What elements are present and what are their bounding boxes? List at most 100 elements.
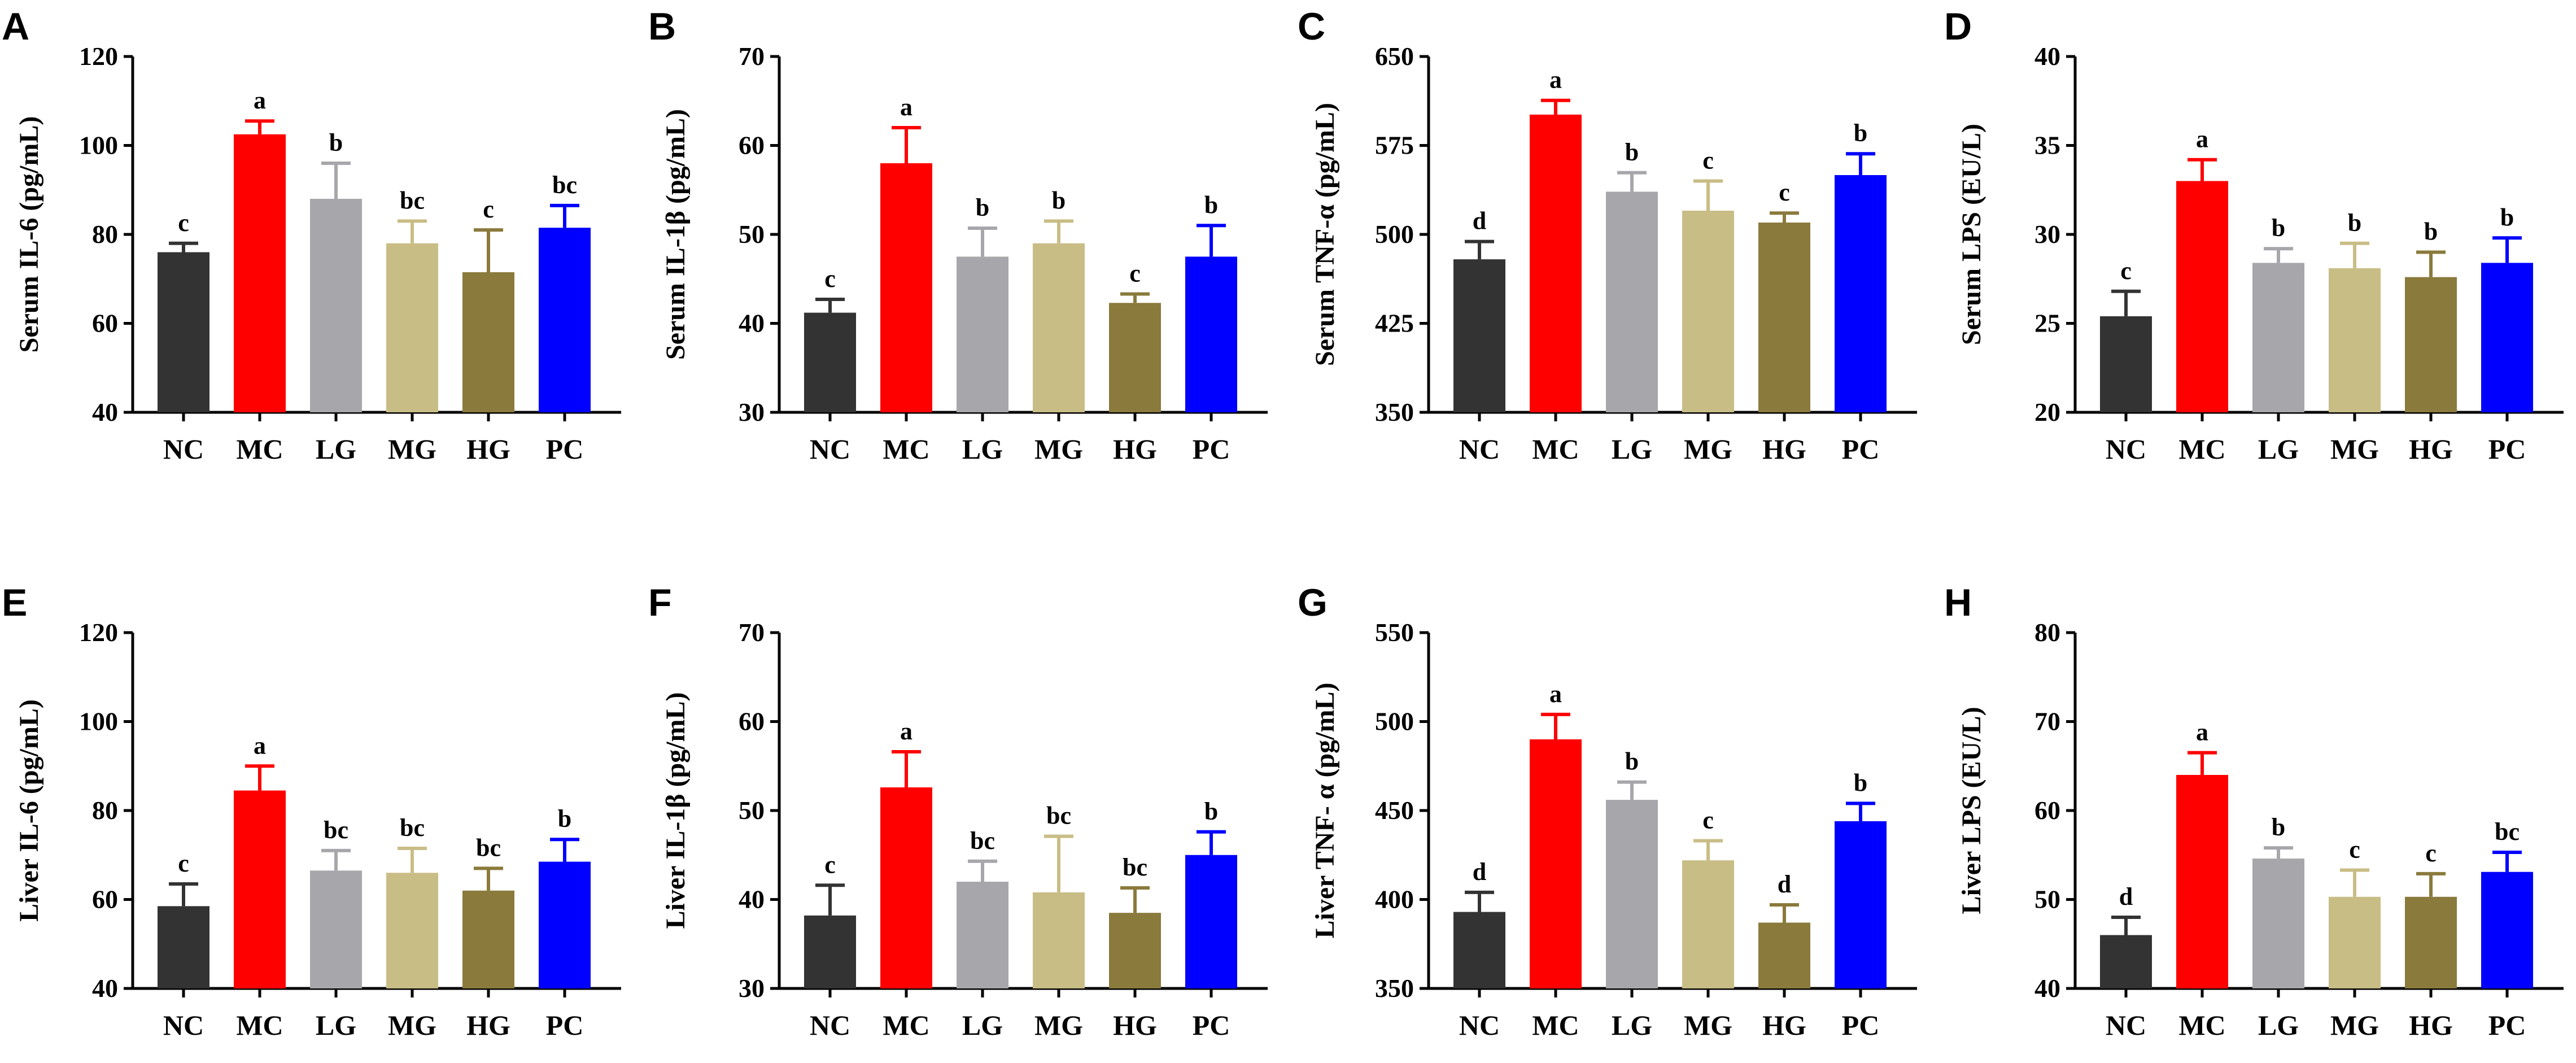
bar-mc: [2176, 775, 2228, 988]
significance-label: d: [1778, 870, 1791, 898]
significance-label: c: [824, 265, 836, 293]
y-axis-label: Serum IL-6 (pg/mL): [14, 116, 44, 353]
bar-mc: [1530, 114, 1582, 412]
y-tick-label: 450: [1375, 796, 1414, 825]
category-label: HG: [1762, 433, 1806, 465]
category-label: PC: [546, 433, 584, 465]
significance-label: c: [178, 849, 189, 877]
y-tick-label: 60: [92, 885, 118, 914]
significance-label: c: [2349, 836, 2360, 864]
category-label: NC: [810, 433, 850, 465]
category-label: PC: [1193, 1009, 1230, 1041]
bar-pc: [1835, 175, 1887, 412]
category-label: LG: [962, 1009, 1003, 1041]
y-tick-label: 400: [1375, 885, 1414, 914]
bar-pc: [1185, 256, 1237, 412]
category-label: MC: [1532, 1009, 1579, 1041]
significance-label: b: [558, 805, 571, 833]
bar-hg: [1758, 223, 1810, 412]
y-tick-label: 500: [1375, 707, 1414, 736]
bar-lg: [2252, 263, 2304, 412]
bar-hg: [462, 272, 514, 412]
category-label: HG: [1762, 1009, 1806, 1041]
y-axis-label: Serum LPS (EU/L): [1957, 124, 1986, 345]
y-tick-label: 40: [92, 974, 118, 1003]
category-label: LG: [962, 433, 1003, 465]
panel-h: H Liver LPS (EU/L) 40 50 60 70 80 d NC a MC b LG c MG c…: [1944, 581, 2564, 1041]
category-label: MG: [388, 1009, 436, 1041]
y-tick-label: 35: [2034, 131, 2060, 160]
y-tick-label: 120: [79, 618, 118, 647]
significance-label: bc: [552, 171, 577, 199]
panel-letter: D: [1944, 5, 1972, 48]
significance-label: b: [1625, 748, 1639, 776]
panel-d: D Serum LPS (EU/L) 20 25 30 35 40 c NC a MC b LG b MG b…: [1944, 5, 2564, 465]
bar-hg: [2405, 277, 2457, 412]
panel-b: B Serum IL-1β (pg/mL) 30 40 50 60 70 c NC a MC b LG b…: [648, 5, 1268, 465]
significance-label: c: [1779, 178, 1790, 206]
y-tick-label: 550: [1375, 618, 1414, 647]
bar-nc: [1453, 912, 1505, 988]
bar-mc: [1530, 739, 1582, 988]
category-label: HG: [466, 1009, 510, 1041]
significance-label: c: [1129, 260, 1141, 287]
bar-pc: [1835, 821, 1887, 988]
y-tick-label: 40: [2034, 974, 2060, 1003]
significance-label: b: [2272, 214, 2285, 242]
category-label: MC: [883, 1009, 929, 1041]
significance-label: c: [824, 851, 836, 878]
category-label: LG: [2258, 1009, 2299, 1041]
y-tick-label: 40: [739, 885, 765, 914]
significance-label: c: [178, 209, 189, 237]
category-label: LG: [2258, 433, 2299, 465]
category-label: HG: [2409, 433, 2453, 465]
bar-nc: [158, 906, 209, 988]
category-label: NC: [810, 1009, 850, 1041]
y-tick-label: 40: [739, 309, 765, 338]
panel-letter: B: [648, 5, 676, 48]
category-label: PC: [546, 1009, 584, 1041]
significance-label: b: [2424, 218, 2438, 246]
panel-c: C Serum TNF-α (pg/mL) 350 425 500 575 650 d NC a M…: [1298, 5, 1917, 465]
bar-nc: [2100, 935, 2152, 988]
category-label: MC: [236, 1009, 283, 1041]
bar-lg: [1606, 191, 1658, 412]
y-tick-label: 30: [2034, 220, 2060, 249]
significance-label: a: [2196, 125, 2208, 153]
y-tick-label: 70: [739, 618, 765, 647]
bar-nc: [804, 312, 856, 412]
significance-label: a: [1549, 66, 1562, 94]
significance-label: bc: [970, 827, 995, 855]
category-label: PC: [1842, 433, 1880, 465]
bar-mc: [880, 163, 932, 412]
bar-lg: [957, 256, 1008, 412]
significance-label: c: [2425, 839, 2437, 867]
bar-pc: [539, 861, 591, 988]
category-label: PC: [1842, 1009, 1880, 1041]
category-label: MG: [1684, 1009, 1732, 1041]
bar-mc: [2176, 181, 2228, 412]
y-tick-label: 500: [1375, 220, 1414, 249]
significance-label: b: [1204, 191, 1218, 219]
significance-label: c: [1702, 147, 1714, 175]
significance-label: b: [976, 194, 989, 221]
bar-mg: [1033, 892, 1085, 988]
bar-hg: [1109, 913, 1161, 988]
y-axis-label: Liver TNF- α (pg/mL): [1310, 683, 1340, 939]
significance-label: bc: [400, 186, 425, 214]
significance-label: bc: [476, 834, 501, 861]
significance-label: d: [2119, 883, 2133, 910]
significance-label: b: [1854, 119, 1867, 147]
significance-label: a: [900, 717, 912, 745]
category-label: LG: [316, 433, 356, 465]
bar-lg: [1606, 800, 1658, 988]
bar-lg: [2252, 859, 2304, 988]
significance-label: a: [254, 86, 266, 114]
significance-label: b: [1204, 798, 1218, 825]
bar-mg: [1682, 211, 1734, 412]
y-tick-label: 70: [739, 42, 765, 71]
y-tick-label: 350: [1375, 974, 1414, 1003]
y-tick-label: 70: [2034, 707, 2060, 736]
bar-mg: [2329, 268, 2381, 412]
